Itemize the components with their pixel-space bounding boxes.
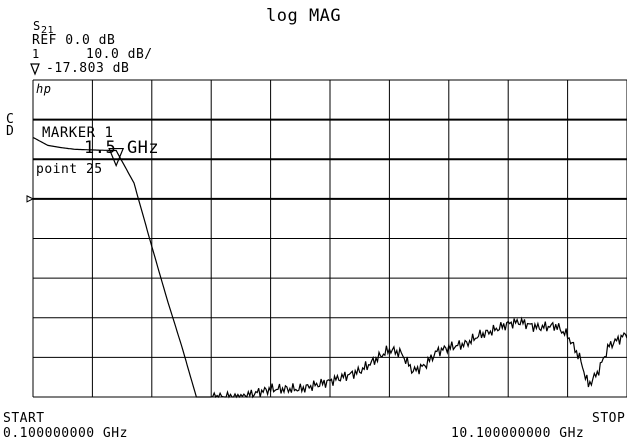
reference-arrow-icon	[26, 195, 35, 203]
marker-title: MARKER 1	[42, 125, 114, 141]
param-s-label: S	[33, 19, 41, 33]
param-subscript: 21	[41, 25, 55, 36]
marker-triangle-icon	[30, 63, 40, 76]
start-label: START	[3, 411, 45, 426]
scale-readout: 10.0 dB/	[86, 47, 153, 62]
stop-label: STOP	[592, 411, 626, 426]
stop-frequency: 10.100000000 GHz	[451, 426, 585, 441]
channel-number: 1	[32, 47, 40, 61]
trace-marker-icon	[108, 147, 125, 168]
start-frequency: 0.100000000 GHz	[3, 426, 128, 441]
marker-value-readout: -17.803 dB	[46, 61, 130, 76]
hp-label: hp	[36, 82, 52, 96]
format-label: log MAG	[266, 6, 342, 26]
ref-level-readout: REF 0.0 dB	[32, 33, 116, 48]
measurement-trace	[32, 136, 627, 399]
c-label: C	[6, 112, 15, 127]
marker-point: point 25	[36, 162, 103, 177]
d-label: D	[6, 124, 15, 139]
